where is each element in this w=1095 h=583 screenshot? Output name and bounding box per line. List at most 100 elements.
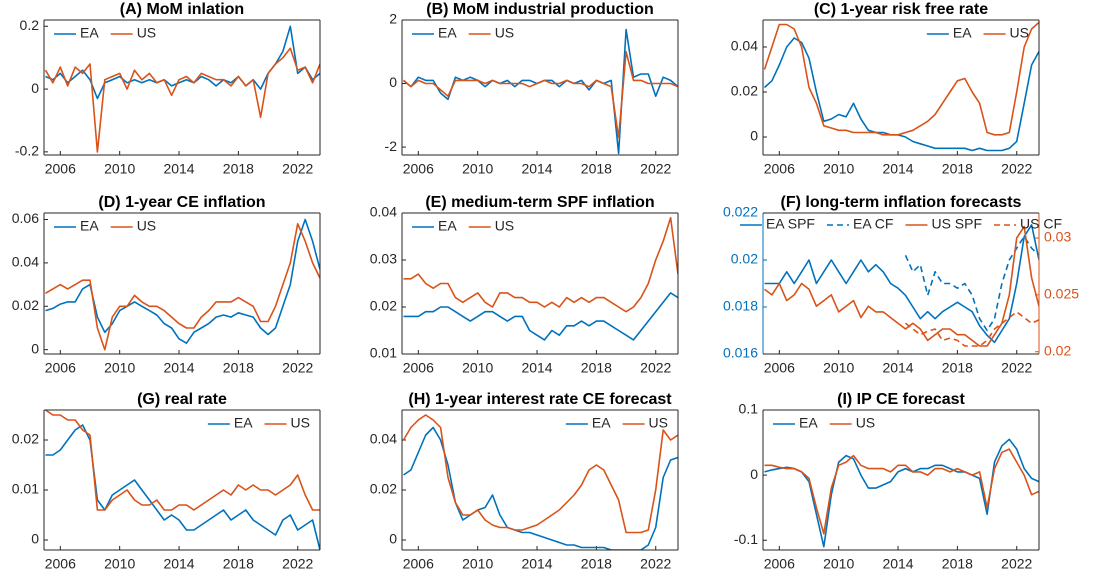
x-tick-label: 2006 — [403, 161, 434, 177]
x-tick-label: 2014 — [882, 360, 913, 376]
series-line — [44, 47, 320, 153]
chart-title: (B) MoM industrial production — [426, 1, 654, 18]
series-line — [904, 235, 1039, 332]
panel: (H) 1-year interest rate CE forecast 2006… — [370, 391, 679, 572]
chart-title: (E) medium-term SPF inflation — [425, 194, 654, 211]
chart-title: (F) long-term inflation forecasts — [781, 194, 1022, 211]
x-tick-label: 2018 — [942, 161, 973, 177]
y-tick-label: 0.02 — [12, 431, 39, 447]
x-tick-label: 2022 — [640, 360, 671, 376]
x-tick-label: 2018 — [942, 556, 973, 572]
y-tick-label: 0.01 — [12, 481, 39, 497]
x-tick-label: 2022 — [1001, 556, 1032, 572]
legend-label: EA — [592, 415, 611, 431]
y-tick-label: 0.2 — [20, 17, 40, 33]
x-tick-label: 2010 — [462, 161, 493, 177]
chart-title: (A) MoM inlation — [120, 1, 244, 18]
x-tick-label: 2010 — [462, 360, 493, 376]
legend: EA US — [773, 415, 875, 431]
x-tick-label: 2014 — [521, 360, 552, 376]
y-tick-label: 0.03 — [370, 251, 397, 267]
series-line — [402, 414, 678, 534]
x-tick-label: 2010 — [104, 360, 135, 376]
plot-area — [44, 213, 320, 354]
series-line — [403, 426, 678, 550]
y-tick-label: 0 — [31, 531, 39, 547]
series-line — [45, 223, 320, 351]
series-line — [763, 21, 1039, 136]
x-tick-label: 2018 — [581, 360, 612, 376]
legend-label: EA — [80, 25, 99, 41]
x-tick-label: 2010 — [823, 360, 854, 376]
y-tick-label: -0.1 — [734, 531, 758, 547]
y-tick-label: 0 — [389, 531, 397, 547]
y-tick-label: -0.2 — [15, 143, 39, 159]
plot-area — [402, 410, 678, 550]
y-tick-label: 0.02 — [731, 83, 758, 99]
chart-title: (G) real rate — [137, 391, 227, 408]
legend-label: EA — [438, 218, 457, 234]
y-tick-label: 0.018 — [723, 298, 758, 314]
legend-label: US — [495, 25, 514, 41]
x-tick-label: 2006 — [403, 360, 434, 376]
x-tick-label: 2018 — [581, 161, 612, 177]
x-tick-label: 2010 — [104, 556, 135, 572]
panel: (B) MoM industrial production 2006 2010 201… — [385, 1, 679, 177]
y2-tick-label: 0.025 — [1044, 286, 1079, 302]
legend: EA US — [412, 218, 514, 234]
x-tick-label: 2022 — [640, 161, 671, 177]
y-tick-label: 0 — [31, 340, 39, 356]
series-group — [45, 410, 320, 550]
x-tick-label: 2014 — [521, 556, 552, 572]
legend: EA US — [926, 25, 1029, 41]
series-line — [763, 37, 1039, 152]
legend-label: US SPF — [931, 216, 982, 232]
legend-label: US — [649, 415, 668, 431]
x-tick-label: 2018 — [223, 161, 254, 177]
legend-label: US — [495, 218, 514, 234]
y-tick-label: 0.04 — [12, 254, 39, 270]
x-tick-label: 2022 — [1001, 360, 1032, 376]
series-line — [403, 216, 678, 313]
legend-label: US — [137, 218, 156, 234]
x-tick-label: 2006 — [764, 556, 795, 572]
chart-title: (D) 1-year CE inflation — [98, 194, 265, 211]
legend-label: EA — [80, 218, 99, 234]
x-tick-label: 2014 — [882, 161, 913, 177]
y-tick-label: 0.02 — [731, 251, 758, 267]
x-tick-label: 2014 — [521, 161, 552, 177]
y-tick-label: 0.02 — [370, 298, 397, 314]
series-group — [44, 25, 320, 153]
legend-label: EA — [438, 25, 457, 41]
y-tick-label: -2 — [385, 138, 398, 154]
x-tick-label: 2022 — [1001, 161, 1032, 177]
series-group — [45, 218, 320, 351]
legend-label: US — [137, 25, 156, 41]
y-tick-label: 2 — [389, 11, 397, 27]
legend: EA US — [207, 415, 310, 431]
legend-label: EA CF — [853, 216, 893, 232]
x-tick-label: 2010 — [104, 161, 135, 177]
legend-label: US CF — [1020, 216, 1062, 232]
y-tick-label: 0.02 — [370, 481, 397, 497]
series-line — [764, 448, 1039, 535]
x-tick-label: 2006 — [403, 556, 434, 572]
y-tick-label: 0.016 — [723, 345, 758, 361]
x-tick-label: 2006 — [45, 360, 76, 376]
y-tick-label: 0.06 — [12, 210, 39, 226]
y-tick-label: 0.04 — [731, 38, 758, 54]
y2-tick-label: 0.03 — [1044, 229, 1071, 245]
panel: (I) IP CE forecast 2006 2010 2014 2018 2022 -0… — [734, 391, 1040, 572]
y-tick-label: 0.02 — [12, 297, 39, 313]
x-tick-label: 2022 — [282, 360, 313, 376]
legend: EA US — [412, 25, 514, 41]
x-tick-label: 2006 — [764, 360, 795, 376]
series-group — [403, 216, 678, 341]
x-tick-label: 2018 — [223, 556, 254, 572]
series-group — [764, 438, 1039, 548]
series-line — [403, 292, 678, 341]
x-tick-label: 2006 — [764, 161, 795, 177]
y-tick-label: 0.022 — [723, 204, 758, 220]
panel: (D) 1-year CE inflation 2006 2010 2014 2018 2… — [12, 194, 321, 376]
